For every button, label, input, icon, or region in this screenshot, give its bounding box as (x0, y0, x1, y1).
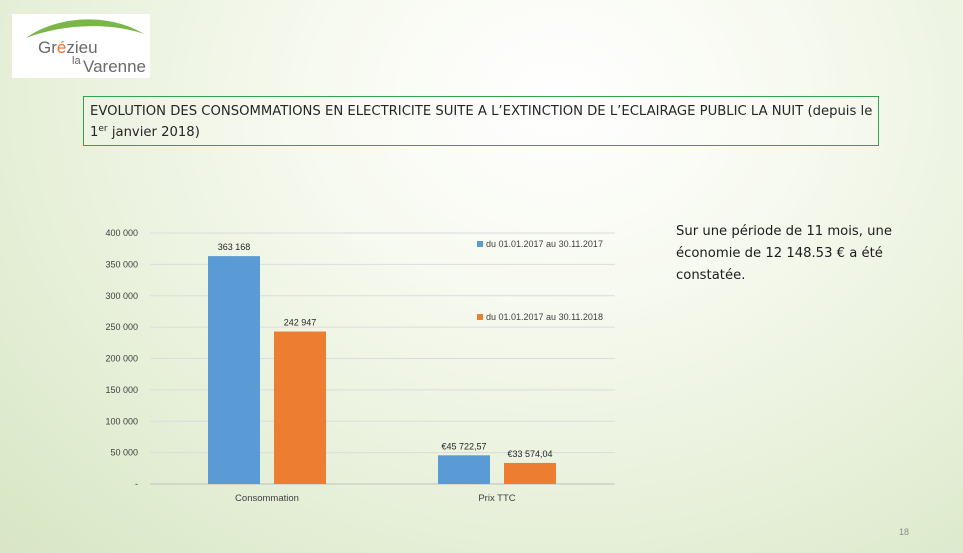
logo-name-line2: Varenne (83, 57, 147, 76)
slide-title-box: EVOLUTION DES CONSOMMATIONS EN ELECTRICI… (83, 96, 879, 146)
data-label: 363 168 (218, 242, 251, 252)
y-tick-label: 250 000 (105, 322, 138, 332)
logo: Grézieu la Varenne (12, 14, 150, 78)
legend-swatch (477, 314, 483, 320)
y-tick-label: 400 000 (105, 228, 138, 238)
logo-name-small: la (72, 55, 81, 67)
y-tick-label: - (135, 479, 138, 489)
bar-1-2 (438, 455, 490, 484)
y-tick-label: 50 000 (110, 448, 138, 458)
bar-2-2 (504, 462, 556, 484)
legend-label: du 01.01.2017 au 30.11.2017 (486, 239, 603, 249)
bar-1-1 (208, 256, 260, 484)
y-tick-label: 150 000 (105, 385, 138, 395)
data-label: €45 722,57 (441, 441, 486, 451)
y-tick-label: 200 000 (105, 354, 138, 364)
legend-label: du 01.01.2017 au 30.11.2018 (486, 312, 603, 322)
data-label: €33 574,04 (507, 449, 552, 459)
y-tick-label: 300 000 (105, 291, 138, 301)
slide-title: EVOLUTION DES CONSOMMATIONS EN ELECTRICI… (90, 104, 873, 140)
y-tick-label: 350 000 (105, 259, 138, 269)
x-tick-label: Consommation (235, 493, 299, 504)
page-number: 18 (899, 527, 910, 537)
legend-swatch (477, 241, 483, 247)
y-tick-label: 100 000 (105, 416, 138, 426)
bar-2-1 (274, 331, 326, 484)
savings-note: Sur une période de 11 mois, une économie… (676, 224, 892, 283)
data-label: 242 947 (284, 318, 317, 328)
x-tick-label: Prix TTC (478, 493, 515, 504)
logo-arc-icon (26, 19, 144, 38)
logo-name-line1: Grézieu (38, 38, 98, 57)
